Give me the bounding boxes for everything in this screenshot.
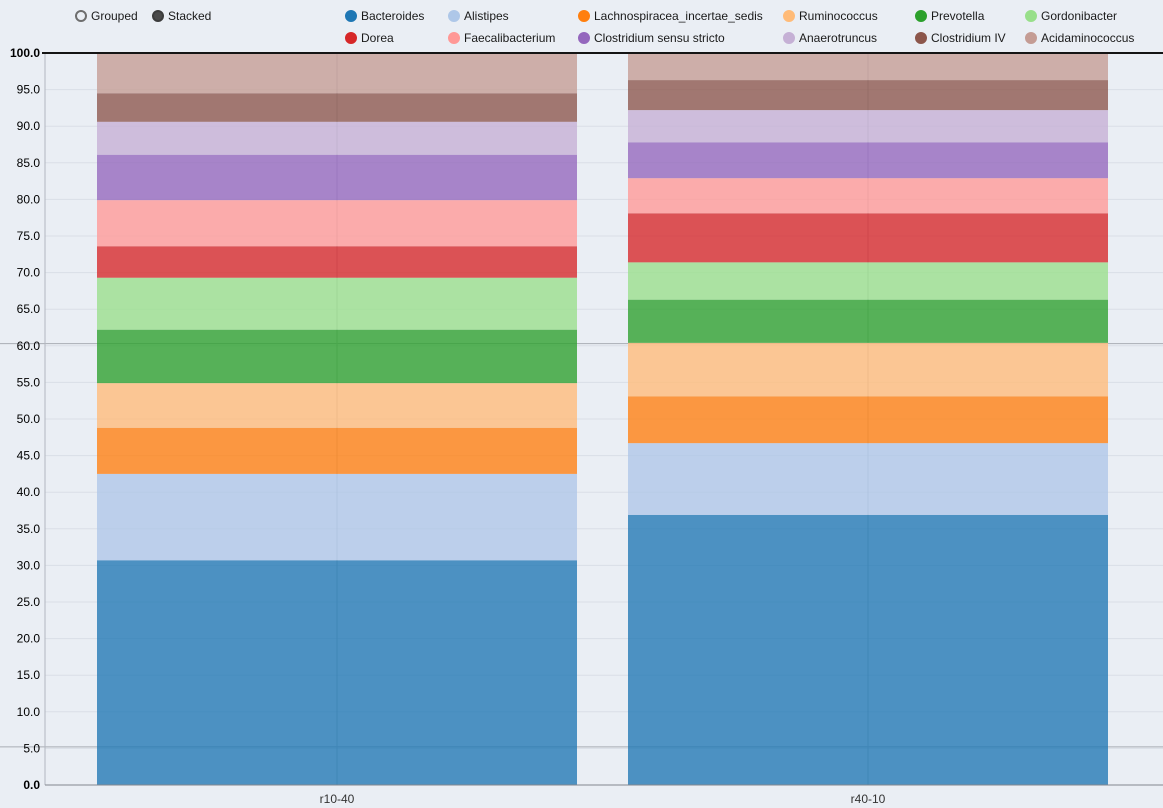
legend-label: Alistipes (464, 9, 509, 23)
bar-segment-r10-40-acidaminococcus[interactable] (97, 53, 577, 94)
y-tick-label: 0.0 (23, 778, 40, 792)
bar-segment-r10-40-clostridium-iv[interactable] (97, 93, 577, 122)
bar-segment-r10-40-ruminococcus[interactable] (97, 383, 577, 428)
y-tick-label: 5.0 (23, 741, 40, 755)
y-tick-label: 75.0 (17, 229, 41, 243)
bar-segment-r40-10-faecalibacterium[interactable] (628, 178, 1108, 214)
legend-item-faecalibacterium[interactable]: Faecalibacterium (448, 31, 555, 45)
legend-swatch-icon[interactable] (345, 32, 357, 44)
legend-swatch-icon[interactable] (1025, 32, 1037, 44)
bar-segment-r40-10-gordonibacter[interactable] (628, 262, 1108, 300)
legend-label: Prevotella (931, 9, 985, 23)
legend-label: Bacteroides (361, 9, 425, 23)
radio-unselected-icon[interactable] (75, 10, 87, 22)
bar-segment-r40-10-clostridium-iv[interactable] (628, 80, 1108, 111)
bar-segment-r10-40-anaerotruncus[interactable] (97, 121, 577, 155)
y-tick-label: 35.0 (17, 522, 41, 536)
legend-label: Faecalibacterium (464, 31, 556, 45)
y-tick-label: 10.0 (17, 705, 41, 719)
legend-swatch-icon[interactable] (915, 10, 927, 22)
legend-label: Ruminococcus (799, 9, 878, 23)
legend-label: Lachnospiracea_incertae_sedis (594, 9, 763, 23)
y-tick-label: 55.0 (17, 375, 41, 389)
legend-swatch-icon[interactable] (345, 10, 357, 22)
bar-segment-r10-40-bacteroides[interactable] (97, 560, 577, 785)
legend-swatch-icon[interactable] (783, 32, 795, 44)
legend-label: Clostridium IV (931, 31, 1006, 45)
bar-segment-r40-10-acidaminococcus[interactable] (628, 53, 1108, 81)
bar-segment-r10-40-faecalibacterium[interactable] (97, 200, 577, 247)
legend-swatch-icon[interactable] (1025, 10, 1037, 22)
legend-swatch-icon[interactable] (915, 32, 927, 44)
bar-segment-r10-40-clostridium-sensu-stricto[interactable] (97, 154, 577, 201)
y-tick-label: 15.0 (17, 668, 41, 682)
legend-label: Gordonibacter (1041, 9, 1118, 23)
bar-segment-r40-10-alistipes[interactable] (628, 443, 1108, 515)
y-tick-label: 25.0 (17, 595, 41, 609)
bar-segment-r10-40-lachnospiracea-incertae-sedis[interactable] (97, 427, 577, 474)
y-tick-label: 70.0 (17, 266, 41, 280)
y-tick-label: 95.0 (17, 83, 41, 97)
y-tick-label: 85.0 (17, 156, 41, 170)
bar-segment-r40-10-clostridium-sensu-stricto[interactable] (628, 142, 1108, 179)
legend-label: Anaerotruncus (799, 31, 878, 45)
legend-item-dorea[interactable]: Dorea (345, 31, 394, 45)
bar-segment-r40-10-lachnospiracea-incertae-sedis[interactable] (628, 396, 1108, 444)
legend-item-lachnospiracea-incertae-sedis[interactable]: Lachnospiracea_incertae_sedis (578, 9, 763, 23)
legend-label: Clostridium sensu stricto (594, 31, 725, 45)
y-tick-label: 20.0 (17, 632, 41, 646)
y-tick-label: 30.0 (17, 558, 41, 572)
y-tick-label: 40.0 (17, 485, 41, 499)
bar-segment-r40-10-dorea[interactable] (628, 213, 1108, 263)
y-tick-label: 60.0 (17, 339, 41, 353)
legend-swatch-icon[interactable] (448, 32, 460, 44)
control-stacked[interactable]: Stacked (152, 9, 211, 23)
bar-segment-r10-40-dorea[interactable] (97, 246, 577, 278)
legend-item-acidaminococcus[interactable]: Acidaminococcus (1025, 31, 1134, 45)
legend-item-clostridium-iv[interactable]: Clostridium IV (915, 31, 1006, 45)
bar-segment-r10-40-gordonibacter[interactable] (97, 277, 577, 330)
control-grouped[interactable]: Grouped (75, 9, 138, 23)
radio-selected-icon[interactable] (152, 10, 164, 22)
legend-label: Acidaminococcus (1041, 31, 1135, 45)
y-tick-label: 90.0 (17, 119, 41, 133)
x-tick-label-r10-40: r10-40 (320, 792, 355, 806)
bar-segment-r40-10-bacteroides[interactable] (628, 514, 1108, 785)
y-tick-label: 65.0 (17, 302, 41, 316)
legend-item-alistipes[interactable]: Alistipes (448, 9, 509, 23)
legend-item-ruminococcus[interactable]: Ruminococcus (783, 9, 878, 23)
legend-item-gordonibacter[interactable]: Gordonibacter (1025, 9, 1117, 23)
y-tick-label: 100.0 (10, 46, 40, 60)
y-tick-label: 50.0 (17, 412, 41, 426)
bar-segment-r40-10-ruminococcus[interactable] (628, 342, 1108, 397)
legend-item-clostridium-sensu-stricto[interactable]: Clostridium sensu stricto (578, 31, 725, 45)
legend-item-prevotella[interactable]: Prevotella (915, 9, 984, 23)
legend-label: Dorea (361, 31, 394, 45)
bar-segment-r40-10-prevotella[interactable] (628, 299, 1108, 343)
control-label: Grouped (91, 9, 138, 23)
x-tick-label-r40-10: r40-10 (851, 792, 886, 806)
control-label: Stacked (168, 9, 212, 23)
y-tick-label: 80.0 (17, 192, 41, 206)
legend-swatch-icon[interactable] (448, 10, 460, 22)
legend-item-anaerotruncus[interactable]: Anaerotruncus (783, 31, 877, 45)
bar-segment-r10-40-prevotella[interactable] (97, 329, 577, 384)
bar-segment-r10-40-alistipes[interactable] (97, 473, 577, 561)
chart-header: Grouped Stacked Bacteroides Alistipes Lachno… (0, 0, 1163, 50)
legend-swatch-icon[interactable] (578, 32, 590, 44)
legend-swatch-icon[interactable] (783, 10, 795, 22)
legend-swatch-icon[interactable] (578, 10, 590, 22)
bar-segment-r40-10-anaerotruncus[interactable] (628, 110, 1108, 143)
legend-item-bacteroides[interactable]: Bacteroides (345, 9, 424, 23)
y-tick-label: 45.0 (17, 449, 41, 463)
